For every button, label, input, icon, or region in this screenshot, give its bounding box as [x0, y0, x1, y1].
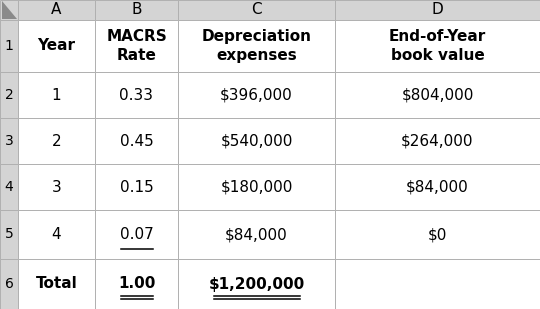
Text: $540,000: $540,000: [220, 133, 293, 149]
Text: 3: 3: [52, 180, 62, 194]
Bar: [18, 259, 95, 309]
Bar: [178, 210, 335, 259]
Text: D: D: [431, 2, 443, 18]
Text: Year: Year: [37, 39, 76, 53]
Bar: [178, 0, 335, 20]
Text: $264,000: $264,000: [401, 133, 474, 149]
Text: C: C: [251, 2, 262, 18]
Text: $804,000: $804,000: [401, 87, 474, 103]
Text: Total: Total: [36, 277, 77, 291]
Bar: [95, 0, 178, 20]
Text: 1.00: 1.00: [118, 277, 155, 291]
Text: 0.07: 0.07: [120, 227, 153, 242]
Text: 0.33: 0.33: [119, 87, 153, 103]
Text: 5: 5: [5, 227, 14, 242]
Bar: [0, 118, 18, 164]
Text: 0.45: 0.45: [120, 133, 153, 149]
Bar: [18, 0, 95, 20]
Bar: [0, 0, 18, 20]
Bar: [0, 20, 18, 72]
Bar: [95, 20, 178, 72]
Bar: [0, 72, 18, 118]
Bar: [178, 164, 335, 210]
Text: 3: 3: [5, 134, 14, 148]
Text: B: B: [131, 2, 141, 18]
Bar: [178, 118, 335, 164]
Bar: [18, 210, 95, 259]
Text: $84,000: $84,000: [406, 180, 469, 194]
Bar: [335, 259, 540, 309]
Bar: [95, 164, 178, 210]
Bar: [18, 118, 95, 164]
Text: MACRS
Rate: MACRS Rate: [106, 29, 167, 63]
Bar: [18, 20, 95, 72]
Bar: [335, 20, 540, 72]
Bar: [0, 210, 18, 259]
Text: 4: 4: [5, 180, 14, 194]
Text: $180,000: $180,000: [220, 180, 293, 194]
Bar: [95, 118, 178, 164]
Text: $84,000: $84,000: [225, 227, 288, 242]
Text: 2: 2: [5, 88, 14, 102]
Text: $0: $0: [428, 227, 447, 242]
Bar: [18, 164, 95, 210]
Text: 4: 4: [52, 227, 62, 242]
Bar: [335, 118, 540, 164]
Bar: [95, 72, 178, 118]
Bar: [335, 0, 540, 20]
Bar: [335, 164, 540, 210]
Text: 0.15: 0.15: [120, 180, 153, 194]
Text: $396,000: $396,000: [220, 87, 293, 103]
Text: End-of-Year
book value: End-of-Year book value: [389, 29, 486, 63]
Bar: [95, 259, 178, 309]
Bar: [178, 20, 335, 72]
Bar: [335, 210, 540, 259]
Bar: [0, 164, 18, 210]
Text: $1,200,000: $1,200,000: [208, 277, 305, 291]
Bar: [178, 259, 335, 309]
Text: 1: 1: [4, 39, 14, 53]
Text: 2: 2: [52, 133, 62, 149]
Bar: [0, 259, 18, 309]
Text: Depreciation
expenses: Depreciation expenses: [201, 29, 312, 63]
Text: 1: 1: [52, 87, 62, 103]
Bar: [95, 210, 178, 259]
Text: 6: 6: [4, 277, 14, 291]
Polygon shape: [2, 1, 17, 19]
Text: A: A: [51, 2, 62, 18]
Bar: [335, 72, 540, 118]
Bar: [18, 72, 95, 118]
Bar: [178, 72, 335, 118]
